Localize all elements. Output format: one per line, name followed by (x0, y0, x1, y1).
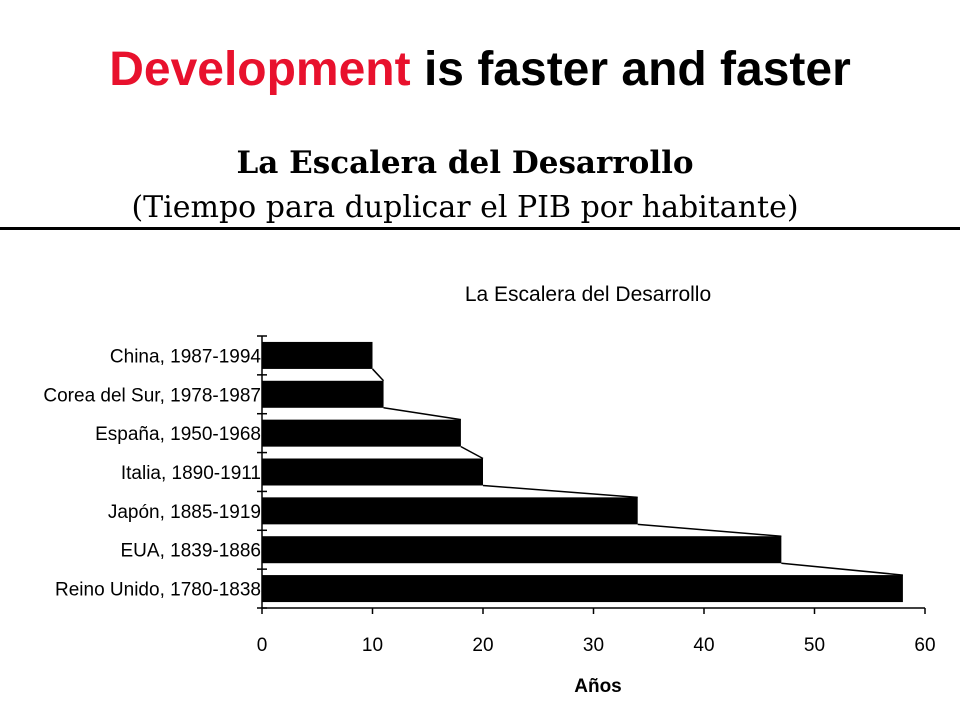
x-tick-label: 60 (914, 635, 935, 656)
bar (262, 575, 903, 603)
connector-line (460, 445, 484, 460)
connector-line (383, 407, 462, 421)
bar (262, 497, 638, 525)
x-tick-label: 40 (693, 635, 714, 656)
category-label: Reino Unido, 1780-1838 (55, 580, 261, 601)
bar (262, 458, 483, 486)
connector-line (637, 523, 782, 537)
caption-subtitle: (Tiempo para duplicar el PIB por habitan… (131, 190, 799, 225)
bars (262, 341, 903, 603)
x-tick-label: 0 (257, 635, 268, 656)
category-label: España, 1950-1968 (95, 424, 261, 445)
category-label: Corea del Sur, 1978-1987 (43, 385, 261, 406)
connector-line (482, 484, 638, 499)
slide-title: Development is faster and faster (0, 46, 960, 94)
chart-title: La Escalera del Desarrollo (465, 283, 711, 306)
category-labels: China, 1987-1994 Corea del Sur, 1978-1987… (43, 346, 261, 600)
category-label: China, 1987-1994 (110, 346, 261, 367)
bar (262, 536, 782, 564)
slide-title-rest: is faster and faster (410, 43, 851, 96)
category-label: Italia, 1890-1911 (121, 463, 261, 484)
x-tick-label: 30 (583, 635, 604, 656)
x-tick-label: 20 (472, 635, 493, 656)
connector-line (781, 562, 903, 576)
bar (262, 419, 461, 447)
slide-title-highlight: Development (109, 43, 411, 96)
caption-divider (0, 227, 960, 230)
connector-line (371, 368, 385, 382)
bar (262, 341, 373, 369)
category-label: Japón, 1885-1919 (108, 502, 261, 523)
bar (262, 380, 384, 408)
caption-title: La Escalera del Desarrollo (236, 145, 694, 181)
category-label: EUA, 1839-1886 (121, 541, 262, 562)
x-axis-title: Años (574, 676, 622, 697)
x-tick-label: 10 (362, 635, 383, 656)
connector-lines (371, 368, 903, 576)
y-axis (257, 335, 267, 609)
x-axis: 0 10 20 30 40 50 60 (257, 607, 936, 656)
x-tick-label: 50 (804, 635, 825, 656)
